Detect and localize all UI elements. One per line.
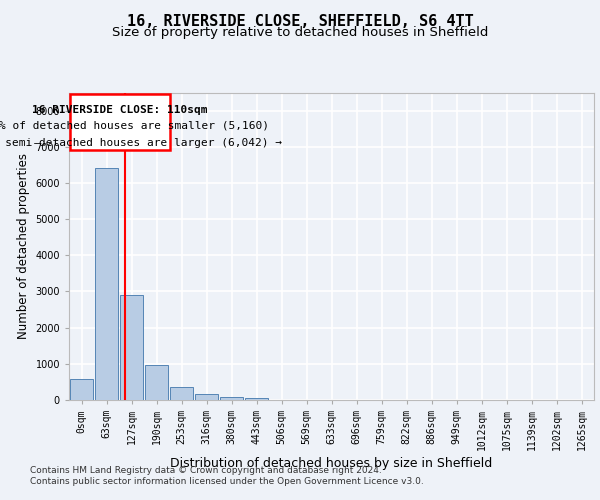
Text: Contains HM Land Registry data © Crown copyright and database right 2024.: Contains HM Land Registry data © Crown c…	[30, 466, 382, 475]
Bar	[220, 396, 244, 400]
Text: Size of property relative to detached houses in Sheffield: Size of property relative to detached ho…	[112, 26, 488, 39]
Bar	[119, 295, 143, 400]
Bar	[245, 398, 268, 400]
Bar	[70, 379, 94, 400]
Bar	[194, 394, 218, 400]
FancyBboxPatch shape	[70, 94, 170, 150]
Bar	[145, 366, 169, 400]
Y-axis label: Number of detached properties: Number of detached properties	[17, 153, 30, 339]
Text: 16, RIVERSIDE CLOSE, SHEFFIELD, S6 4TT: 16, RIVERSIDE CLOSE, SHEFFIELD, S6 4TT	[127, 14, 473, 29]
Text: ← 46% of detached houses are smaller (5,160): ← 46% of detached houses are smaller (5,…	[0, 120, 269, 130]
Bar	[170, 388, 193, 400]
Bar	[95, 168, 118, 400]
Text: 16 RIVERSIDE CLOSE: 110sqm: 16 RIVERSIDE CLOSE: 110sqm	[32, 105, 208, 115]
Text: 53% of semi-detached houses are larger (6,042) →: 53% of semi-detached houses are larger (…	[0, 138, 282, 147]
X-axis label: Distribution of detached houses by size in Sheffield: Distribution of detached houses by size …	[170, 457, 493, 470]
Text: Contains public sector information licensed under the Open Government Licence v3: Contains public sector information licen…	[30, 478, 424, 486]
